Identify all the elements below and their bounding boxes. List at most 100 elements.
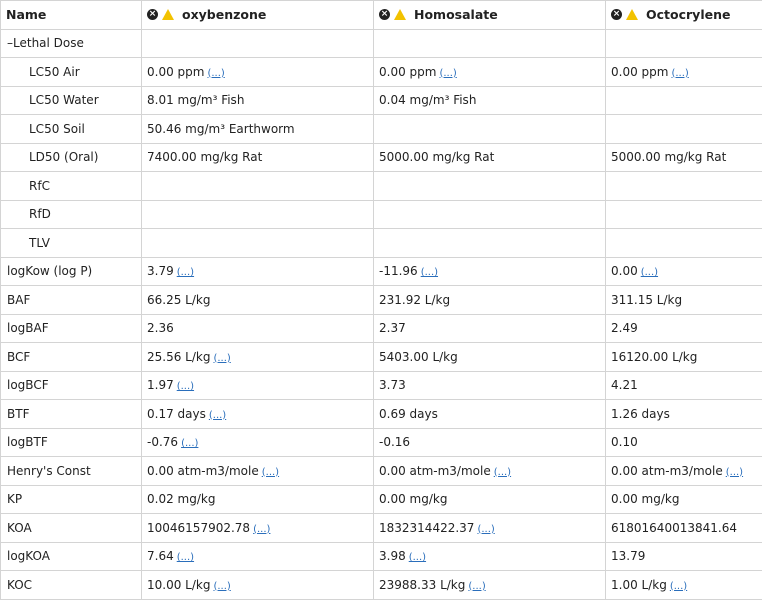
- cell-value: 0.00 ppm: [611, 64, 669, 79]
- more-link[interactable]: (...): [408, 552, 427, 564]
- more-link[interactable]: (...): [671, 67, 689, 79]
- table-cell: 0.69 days: [373, 399, 606, 429]
- table-cell: 10046157902.78 (...): [141, 513, 374, 543]
- cell-value: -0.16: [379, 435, 411, 450]
- more-link[interactable]: (...): [420, 267, 439, 279]
- cell-value: 311.15 L/kg: [611, 292, 683, 307]
- table-cell: [373, 171, 606, 201]
- table-row: –Lethal Dose: [0, 28, 762, 58]
- cell-value: 10046157902.78: [147, 520, 251, 535]
- more-link[interactable]: (...): [477, 523, 495, 535]
- warning-icon: [394, 9, 406, 21]
- cell-value: 0.69 days: [379, 406, 438, 421]
- compound-name: oxybenzone: [182, 7, 267, 23]
- table-cell: 0.00 ppm (...): [605, 57, 762, 87]
- remove-icon[interactable]: ×: [379, 9, 390, 21]
- warning-icon: [626, 9, 638, 21]
- table-cell: 0.17 days (...): [141, 399, 374, 429]
- table-row: logBTF -0.76 (...) -0.16 0.10: [0, 427, 762, 457]
- table-cell: 311.15 L/kg: [605, 285, 762, 315]
- row-label: BTF: [0, 399, 142, 429]
- table-cell: 1.00 L/kg (...): [605, 570, 762, 600]
- table-row: RfD: [0, 199, 762, 229]
- more-link[interactable]: (...): [176, 381, 195, 393]
- more-link[interactable]: (...): [261, 466, 280, 478]
- column-header-2[interactable]: × Octocrylene: [605, 0, 762, 30]
- table-cell: [141, 199, 374, 229]
- more-link[interactable]: (...): [439, 67, 457, 79]
- group-label[interactable]: –Lethal Dose: [0, 28, 142, 58]
- more-link[interactable]: (...): [213, 352, 231, 364]
- row-label: logBTF: [0, 427, 142, 457]
- table-cell: 25.56 L/kg (...): [141, 342, 374, 372]
- cell-value: 5403.00 L/kg: [379, 349, 458, 364]
- cell-value: 7.64: [147, 549, 174, 564]
- row-label: logBCF: [0, 370, 142, 400]
- more-link[interactable]: (...): [493, 466, 512, 478]
- row-label: LC50 Air: [0, 57, 142, 87]
- cell-value: 7400.00 mg/kg Rat: [147, 150, 263, 165]
- remove-icon[interactable]: ×: [611, 9, 622, 21]
- cell-value: 0.00 atm-m3/mole: [147, 463, 259, 478]
- more-link[interactable]: (...): [468, 580, 486, 592]
- table-row: logKOA 7.64 (...) 3.98 (...) 13.79: [0, 541, 762, 571]
- cell-value: 1.97: [147, 378, 174, 393]
- row-label: BAF: [0, 285, 142, 315]
- more-link[interactable]: (...): [181, 438, 199, 450]
- table-row: KOA 10046157902.78 (...) 1832314422.37 (...)…: [0, 513, 762, 543]
- more-link[interactable]: (...): [725, 466, 744, 478]
- table-cell: 5000.00 mg/kg Rat: [605, 142, 762, 172]
- cell-value: 61801640013841.64: [611, 520, 737, 535]
- cell-value: 0.00 mg/kg: [379, 492, 448, 507]
- table-row: KP 0.02 mg/kg 0.00 mg/kg 0.00 mg/kg: [0, 484, 762, 514]
- more-link[interactable]: (...): [176, 552, 195, 564]
- table-cell: [605, 199, 762, 229]
- more-link[interactable]: (...): [669, 580, 688, 592]
- table-row: KOC 10.00 L/kg (...) 23988.33 L/kg (...) 1.00…: [0, 570, 762, 600]
- table-row: BTF 0.17 days (...) 0.69 days 1.26 days: [0, 399, 762, 429]
- table-cell: 2.37: [373, 313, 606, 343]
- more-link[interactable]: (...): [253, 523, 271, 535]
- table-row: logKow (log P) 3.79 (...) -11.96 (...) 0.00 (.…: [0, 256, 762, 286]
- cell-value: 0.02 mg/kg: [147, 492, 216, 507]
- more-link[interactable]: (...): [640, 267, 659, 279]
- cell-value: 0.00 ppm: [379, 64, 437, 79]
- cell-value: 0.00 ppm: [147, 64, 205, 79]
- cell-value: 231.92 L/kg: [379, 292, 451, 307]
- table-cell: [605, 171, 762, 201]
- cell-value: 25.56 L/kg: [147, 349, 211, 364]
- column-header-0[interactable]: × oxybenzone: [141, 0, 374, 30]
- remove-icon[interactable]: ×: [147, 9, 158, 21]
- table-cell: 3.73: [373, 370, 606, 400]
- table-row: BAF 66.25 L/kg 231.92 L/kg 311.15 L/kg: [0, 285, 762, 315]
- table-row: RfC: [0, 171, 762, 201]
- table-cell: 231.92 L/kg: [373, 285, 606, 315]
- table-cell: 0.00 mg/kg: [373, 484, 606, 514]
- table-cell: 0.10: [605, 427, 762, 457]
- table-cell: 0.00 ppm (...): [373, 57, 606, 87]
- more-link[interactable]: (...): [176, 267, 195, 279]
- table-cell: 7400.00 mg/kg Rat: [141, 142, 374, 172]
- row-label: LC50 Water: [0, 85, 142, 115]
- table-cell: 7.64 (...): [141, 541, 374, 571]
- table-cell: 23988.33 L/kg (...): [373, 570, 606, 600]
- table-cell: 0.00 mg/kg: [605, 484, 762, 514]
- cell-value: 0.00 atm-m3/mole: [379, 463, 491, 478]
- table-cell: 2.36: [141, 313, 374, 343]
- table-cell: 61801640013841.64: [605, 513, 762, 543]
- cell-value: 1.00 L/kg: [611, 577, 667, 592]
- table-cell: 0.00 atm-m3/mole (...): [373, 456, 606, 486]
- more-link[interactable]: (...): [207, 67, 225, 79]
- row-label: TLV: [0, 228, 142, 258]
- table-cell: 3.98 (...): [373, 541, 606, 571]
- cell-value: 0.10: [611, 435, 638, 450]
- row-label: LC50 Soil: [0, 114, 142, 144]
- more-link[interactable]: (...): [208, 409, 227, 421]
- more-link[interactable]: (...): [213, 580, 231, 592]
- table-cell: [605, 114, 762, 144]
- table-cell: [373, 28, 606, 58]
- table-cell: [373, 199, 606, 229]
- column-header-1[interactable]: × Homosalate: [373, 0, 606, 30]
- table-row: logBCF 1.97 (...) 3.73 4.21: [0, 370, 762, 400]
- cell-value: 0.00 mg/kg: [611, 492, 680, 507]
